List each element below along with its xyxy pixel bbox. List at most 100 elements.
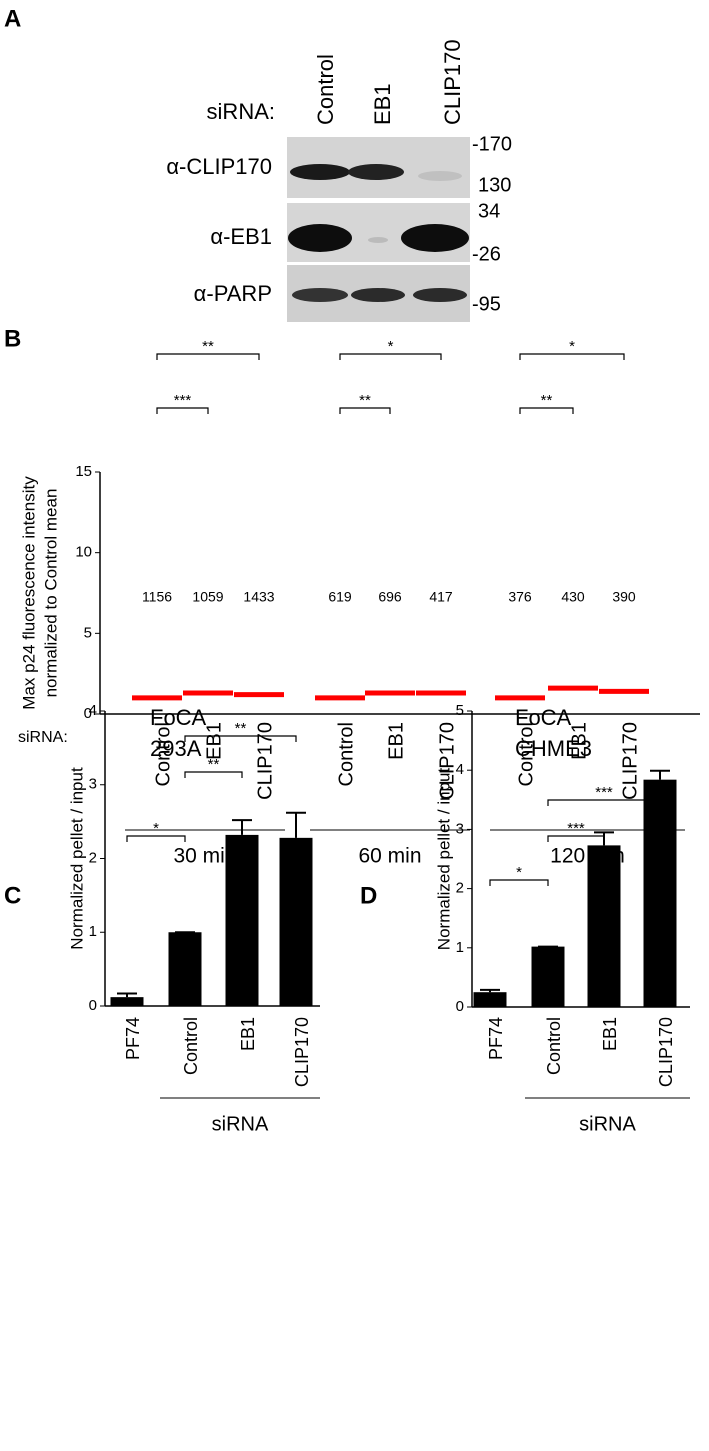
group-label: 30 min	[173, 845, 236, 868]
significance-bracket	[184, 735, 297, 742]
y-tick-label: 0	[456, 998, 464, 1015]
significance-bracket	[339, 407, 391, 414]
significance-label: *	[569, 338, 575, 355]
row-label: α-PARP	[194, 281, 272, 306]
lane-label: Control	[313, 54, 338, 125]
y-tick-label: 4	[89, 702, 97, 719]
x-tick-label: EB1	[600, 1017, 620, 1051]
x-tick-label: CLIP170	[436, 722, 458, 800]
bar	[225, 834, 259, 1006]
panel-label: B	[4, 325, 21, 352]
y-tick-label: 0	[84, 705, 92, 722]
x-tick-label: EB1	[568, 722, 590, 760]
count-label: 430	[561, 589, 585, 605]
x-tick-label: Control	[515, 722, 537, 786]
error-bar	[286, 811, 306, 838]
chart-title: FoCA	[515, 705, 572, 730]
marker-label: 130	[478, 174, 511, 196]
y-tick-label: 3	[89, 776, 97, 793]
error-bar	[117, 992, 137, 998]
category-prefix: siRNA:	[18, 729, 68, 746]
y-tick-label: 2	[89, 849, 97, 866]
count-label: 390	[612, 589, 636, 605]
significance-label: *	[516, 864, 522, 881]
significance-label: ***	[174, 392, 192, 409]
y-tick-label: 5	[456, 702, 464, 719]
significance-label: ***	[595, 784, 613, 801]
count-label: 1059	[192, 589, 223, 605]
count-label: 417	[429, 589, 453, 605]
error-bar	[594, 831, 614, 846]
error-bar	[232, 819, 252, 835]
error-bar	[650, 769, 670, 780]
significance-bracket	[156, 353, 260, 360]
significance-bracket	[339, 353, 442, 360]
row-label: α-EB1	[210, 224, 272, 249]
y-tick-label: 1	[456, 939, 464, 956]
panel-label: A	[4, 5, 21, 32]
x-tick-label: CLIP170	[619, 722, 641, 800]
x-tick-label: CLIP170	[292, 1017, 312, 1087]
y-tick-label: 10	[75, 544, 92, 561]
significance-bracket	[126, 835, 186, 842]
bar	[279, 837, 313, 1006]
x-tick-label: PF74	[123, 1017, 143, 1060]
significance-label: *	[153, 820, 159, 837]
x-tick-label: CLIP170	[254, 722, 276, 800]
chart-title: 293A	[150, 736, 202, 761]
significance-bracket	[489, 879, 549, 886]
significance-bracket	[519, 353, 625, 360]
y-axis-label: Normalized pellet / input	[67, 767, 86, 950]
count-label: 1433	[243, 589, 274, 605]
x-tick-label: CLIP170	[656, 1017, 676, 1087]
significance-label: **	[235, 720, 247, 737]
y-axis-label: normalized to Control mean	[41, 489, 60, 698]
bar	[643, 779, 677, 1007]
bar	[531, 946, 565, 1007]
panel-label: C	[4, 882, 21, 909]
marker-label: -26	[472, 243, 501, 265]
y-axis-label: Max p24 fluorescence intensity	[19, 476, 38, 710]
x-tick-label: EB1	[385, 722, 407, 760]
x-tick-label: Control	[181, 1017, 201, 1075]
group-label: siRNA	[212, 1113, 269, 1135]
blot-image	[287, 137, 470, 322]
y-tick-label: 3	[456, 820, 464, 837]
significance-label: **	[541, 392, 553, 409]
x-tick-label: Control	[335, 722, 357, 786]
significance-bracket	[519, 407, 574, 414]
x-tick-label: EB1	[203, 722, 225, 760]
significance-bracket	[156, 407, 209, 414]
lane-label: CLIP170	[440, 39, 465, 125]
significance-bracket	[184, 771, 243, 778]
significance-label: **	[202, 338, 214, 355]
count-label: 619	[328, 589, 352, 605]
significance-label: *	[388, 338, 394, 355]
marker-label: -95	[472, 293, 501, 315]
y-tick-label: 5	[84, 624, 92, 641]
marker-label: 34	[478, 200, 500, 222]
y-tick-label: 0	[89, 997, 97, 1014]
count-label: 1156	[142, 589, 172, 605]
significance-label: **	[208, 756, 220, 773]
group-label: siRNA	[579, 1113, 636, 1135]
bar	[110, 997, 144, 1006]
group-label: 60 min	[358, 845, 421, 868]
x-tick-label: Control	[152, 722, 174, 786]
bar	[587, 845, 621, 1007]
significance-label: ***	[567, 820, 585, 837]
y-tick-label: 2	[456, 880, 464, 897]
lanes-label: siRNA:	[207, 99, 275, 124]
y-tick-label: 15	[75, 463, 92, 480]
count-label: 376	[508, 589, 532, 605]
chart-title: CHME3	[515, 736, 592, 761]
y-tick-label: 1	[89, 923, 97, 940]
lane-label: EB1	[370, 83, 395, 125]
marker-label: -170	[472, 133, 512, 155]
x-tick-label: PF74	[486, 1017, 506, 1060]
panel-label: D	[360, 882, 377, 909]
error-bar	[480, 988, 500, 993]
bar	[473, 992, 507, 1007]
significance-label: **	[359, 392, 371, 409]
